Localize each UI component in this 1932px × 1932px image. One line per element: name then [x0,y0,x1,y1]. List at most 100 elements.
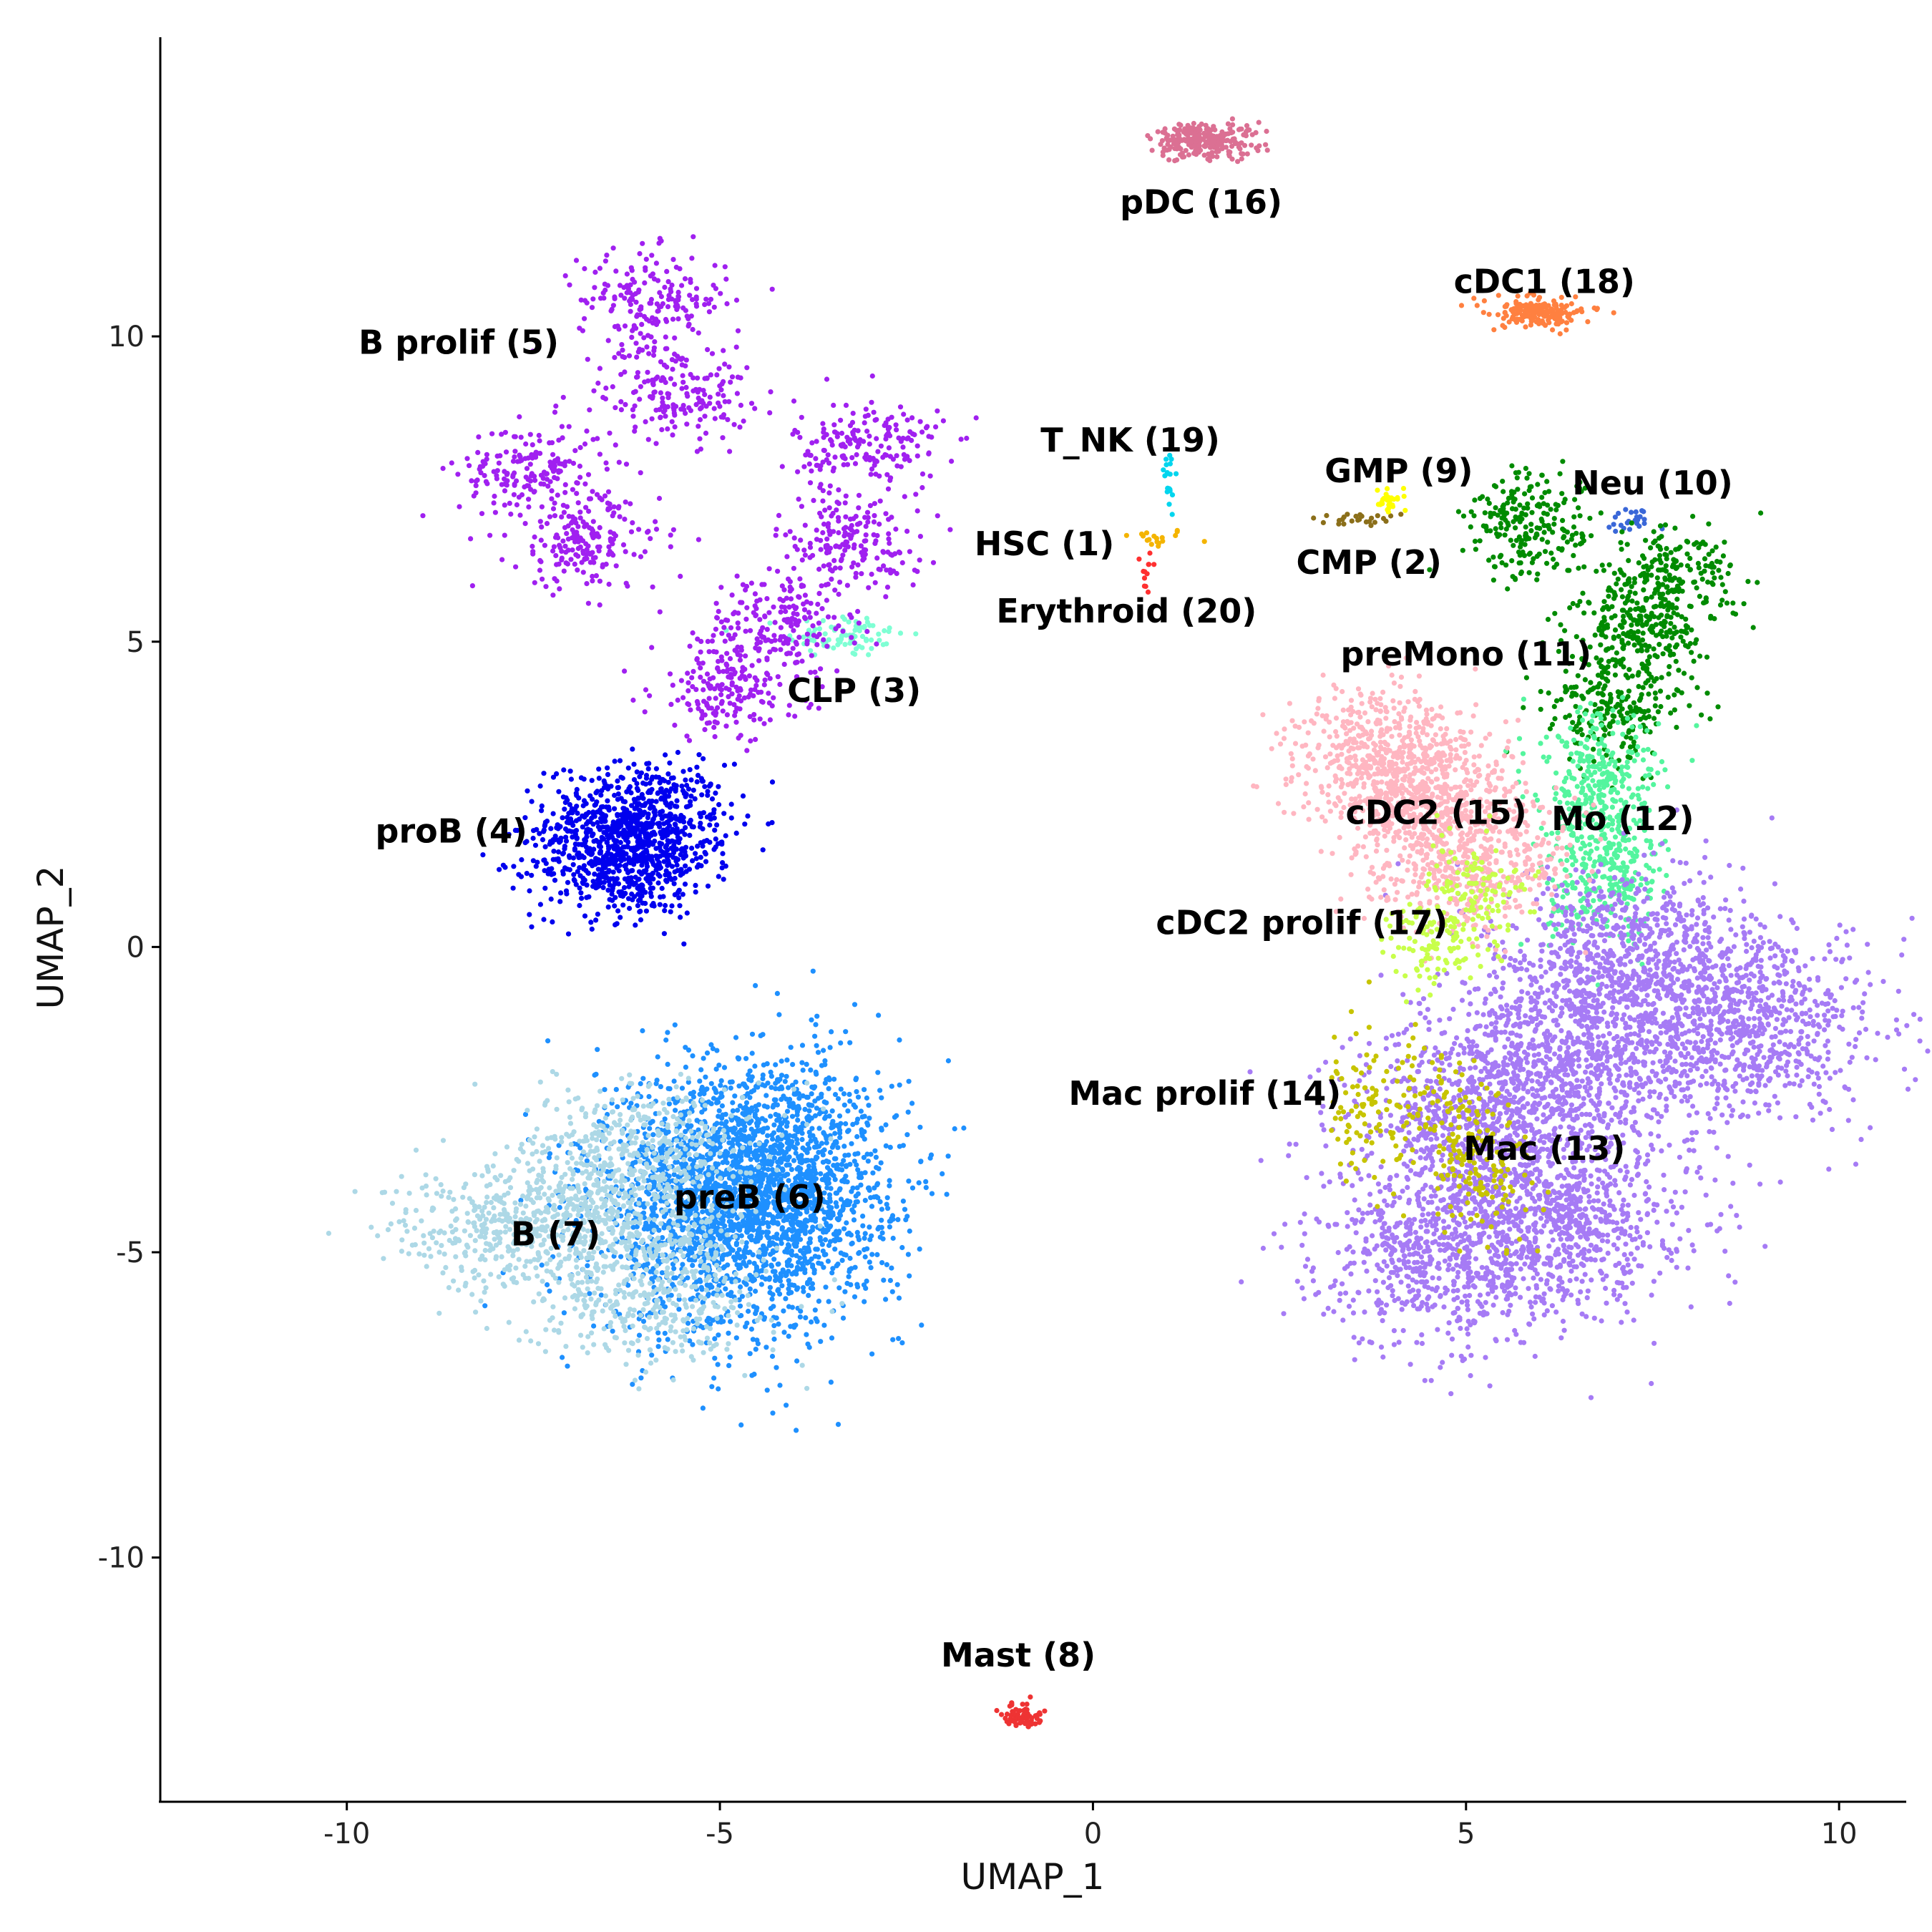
data-point [783,608,789,615]
data-point [736,610,741,616]
data-point [716,391,721,397]
data-point [636,807,642,813]
data-point [585,543,591,549]
data-point [634,354,640,360]
data-point [614,876,620,882]
data-point [622,354,628,361]
data-point [687,767,693,773]
data-point [716,874,721,879]
data-point [670,775,676,781]
data-point [523,441,529,447]
data-point [605,283,611,288]
data-point [733,719,739,725]
data-point [530,858,537,864]
data-point [597,265,603,271]
data-point [552,474,557,481]
data-point [604,467,610,472]
data-point [634,769,640,775]
data-point [820,488,826,494]
data-point [653,441,659,447]
data-point [772,620,778,625]
data-point [883,1122,889,1128]
data-point [864,615,869,621]
data-point [686,867,693,872]
data-point [716,1332,721,1338]
data-point [582,441,588,447]
data-point [901,411,907,417]
data-point [572,448,578,454]
data-point [542,542,548,548]
data-point [753,613,759,618]
data-point [643,821,648,826]
data-point [563,838,570,844]
data-point [902,1206,908,1212]
data-point [577,463,583,469]
data-point [829,624,834,630]
data-point [843,525,849,530]
data-point [796,635,802,640]
data-point [892,551,898,557]
data-point [625,896,632,902]
data-point [658,359,664,365]
data-point [794,659,800,665]
data-point [741,674,747,680]
data-point [449,460,454,466]
data-point [531,828,537,834]
data-point [655,278,661,283]
data-point [916,1180,922,1186]
data-point [702,414,708,419]
data-point [655,880,661,886]
data-point [653,799,659,804]
data-point [688,794,694,799]
data-point [671,782,677,788]
data-point [537,519,543,525]
data-point [644,860,650,867]
data-point [678,829,684,834]
data-point [832,1092,839,1098]
data-point [897,550,903,556]
data-point [672,335,678,341]
data-point [679,846,685,852]
data-point [565,1363,570,1369]
data-point [637,858,643,864]
data-point [796,1096,802,1101]
data-point [729,374,736,380]
data-point [885,550,891,555]
data-point [649,902,655,908]
data-point [626,353,633,358]
data-point [532,580,537,585]
data-point [897,1037,902,1043]
data-point [620,542,627,548]
data-point [595,436,600,441]
data-point [550,919,555,924]
data-point [638,1375,644,1381]
data-point [455,472,461,477]
data-point [643,867,649,873]
data-point [724,650,730,656]
data-point [541,827,547,833]
data-point [716,801,722,808]
data-point [640,900,645,906]
data-point [743,653,748,659]
data-point [440,466,446,472]
data-point [865,412,871,419]
data-point [698,854,703,860]
data-point [716,1108,722,1113]
data-point [721,379,726,385]
data-point [799,583,804,590]
data-point [694,764,700,770]
data-point [831,465,836,471]
data-point [831,615,837,620]
data-point [567,867,573,873]
data-point [855,428,861,434]
data-point [692,1246,698,1252]
data-point [542,823,547,829]
data-point [873,538,879,544]
data-point [844,1220,849,1226]
data-point [648,885,653,892]
data-point [694,657,700,663]
data-point [869,399,874,405]
data-point [663,787,669,794]
data-point [910,582,916,588]
data-point [728,1085,733,1091]
